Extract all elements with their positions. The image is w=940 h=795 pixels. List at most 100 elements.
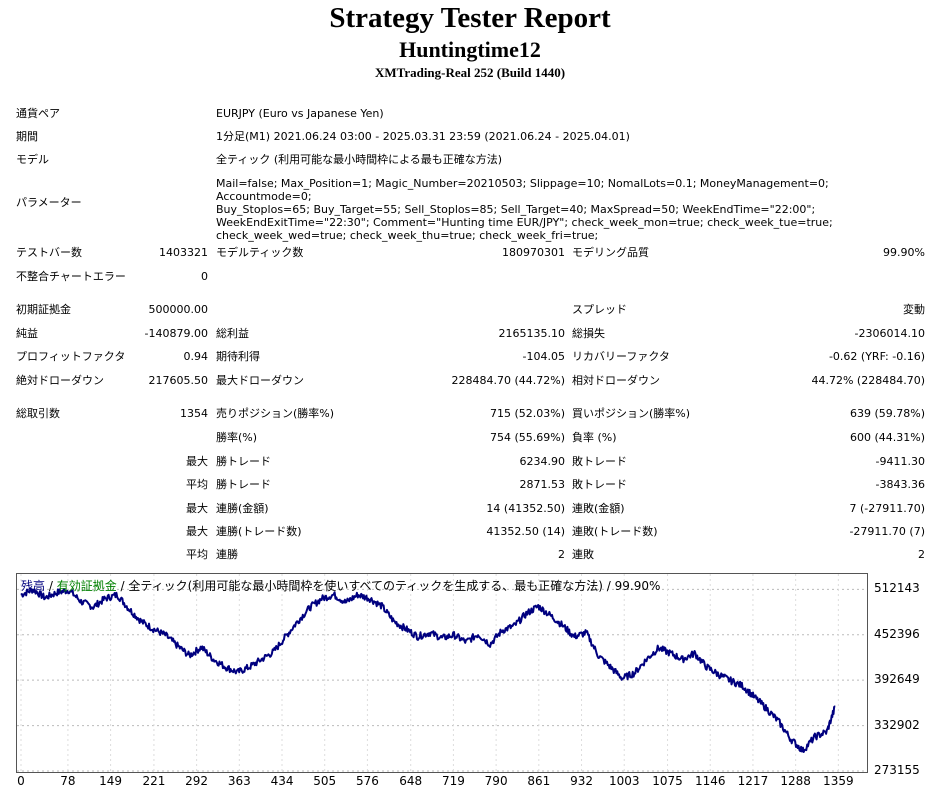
params-line: Buy_Stoplos=65; Buy_Target=55; Sell_Stop… xyxy=(216,203,816,216)
quality-label: モデリング品質 xyxy=(572,246,649,259)
gross-profit-label: 総利益 xyxy=(216,327,249,340)
avg-win-value: 2871.53 xyxy=(519,478,566,491)
legend-description: / 全ティック(利用可能な最小時間枠を使いすべてのティックを生成する、最も正確な… xyxy=(116,579,661,593)
ea-name: Huntingtime12 xyxy=(399,37,541,62)
payoff-value: -104.05 xyxy=(522,350,565,363)
consec-loss-amt-label: 連敗(金額) xyxy=(572,502,625,515)
legend-balance: 残高 xyxy=(21,579,46,593)
report-title: Strategy Tester Report xyxy=(329,2,611,34)
params-line: WeekEndExitTime="22:30"; Comment="Huntin… xyxy=(216,216,833,229)
ticks-value: 180970301 xyxy=(502,246,565,259)
mismatch-label: 不整合チャートエラー xyxy=(16,270,126,283)
qualifier-max: 最大 xyxy=(186,502,208,515)
x-tick-label: 292 xyxy=(185,774,209,788)
chart-legend: 残高 / 有効証拠金 / 全ティック(利用可能な最小時間枠を使いすべてのティック… xyxy=(21,577,660,594)
consec-win-amt-value: 14 (41352.50) xyxy=(486,502,565,515)
params-label: パラメーター xyxy=(16,196,82,209)
x-tick-label: 363 xyxy=(227,774,251,788)
trades-value: 1354 xyxy=(180,407,208,420)
consec-loss-cnt-value: -27911.70 (7) xyxy=(849,525,925,538)
consec-win-cnt-label: 連勝(トレード数) xyxy=(216,525,302,538)
x-tick-label: 1146 xyxy=(694,774,726,788)
x-tick-label: 78 xyxy=(60,774,76,788)
symbol-value: EURJPY (Euro vs Japanese Yen) xyxy=(216,107,384,120)
model-label: モデル xyxy=(16,153,49,166)
pf-value: 0.94 xyxy=(183,350,209,363)
avg-consec-loss-value: 2 xyxy=(918,548,925,561)
ticks-label: モデルティック数 xyxy=(216,246,304,259)
x-tick-label: 1217 xyxy=(737,774,769,788)
x-tick-label: 1003 xyxy=(608,774,640,788)
y-tick-label: 332902 xyxy=(874,717,920,732)
consec-win-amt-label: 連勝(金額) xyxy=(216,502,269,515)
avg-consec-win-label: 連勝 xyxy=(216,548,238,561)
largest-win-label: 勝トレード xyxy=(216,455,271,468)
period-value: 1分足(M1) 2021.06.24 03:00 - 2025.03.31 23… xyxy=(216,130,630,143)
legend-separator: / xyxy=(45,579,57,593)
gross-profit-value: 2165135.10 xyxy=(498,327,565,340)
avg-loss-label: 敗トレード xyxy=(572,478,627,491)
balance-chart-svg xyxy=(17,574,867,772)
net-value: -140879.00 xyxy=(144,327,208,340)
max-dd-label: 最大ドローダウン xyxy=(216,374,304,387)
pf-label: プロフィットファクタ xyxy=(16,350,126,363)
x-tick-label: 1288 xyxy=(780,774,811,788)
mismatch-value: 0 xyxy=(201,270,208,283)
rel-dd-label: 相対ドローダウン xyxy=(572,374,660,387)
lossrate-label: 負率 (%) xyxy=(572,431,617,444)
winrate-label: 勝率(%) xyxy=(216,431,258,444)
quality-value: 99.90% xyxy=(883,246,925,259)
symbol-label: 通貨ペア xyxy=(16,107,60,120)
short-value: 715 (52.03%) xyxy=(489,407,565,420)
account-info: XMTrading-Real 252 (Build 1440) xyxy=(374,65,566,80)
model-value: 全ティック (利用可能な最小時間枠による最も正確な方法) xyxy=(216,153,503,166)
winrate-value: 754 (55.69%) xyxy=(489,431,565,444)
net-label: 純益 xyxy=(16,327,38,340)
x-tick-label: 648 xyxy=(399,774,423,788)
balance-line xyxy=(20,587,836,753)
params-value: Mail=false; Max_Position=1; Magic_Number… xyxy=(216,177,916,242)
avg-consec-loss-label: 連敗 xyxy=(572,548,594,561)
bars-label: テストバー数 xyxy=(16,246,82,259)
recovery-label: リカバリーファクタ xyxy=(572,350,670,363)
gross-loss-label: 総損失 xyxy=(572,327,605,340)
consec-loss-amt-value: 7 (-27911.70) xyxy=(849,502,925,515)
gross-loss-value: -2306014.10 xyxy=(854,327,925,340)
lossrate-value: 600 (44.31%) xyxy=(849,431,925,444)
largest-loss-label: 敗トレード xyxy=(572,455,627,468)
recovery-value: -0.62 (YRF: -0.16) xyxy=(828,350,925,363)
qualifier-avg: 平均 xyxy=(186,478,208,491)
rel-dd-value: 44.72% (228484.70) xyxy=(811,374,925,387)
x-tick-label: 861 xyxy=(527,774,551,788)
x-tick-label: 1075 xyxy=(652,774,683,788)
x-tick-label: 576 xyxy=(355,774,379,788)
abs-dd-label: 絶対ドローダウン xyxy=(16,374,104,387)
spread-label: スプレッド xyxy=(572,303,627,316)
legend-equity: 有効証拠金 xyxy=(56,579,117,593)
x-tick-label: 434 xyxy=(270,774,294,788)
consec-loss-cnt-label: 連敗(トレード数) xyxy=(572,525,658,538)
x-tick-label: 505 xyxy=(313,774,337,788)
params-line: check_week_wed=true; check_week_thu=true… xyxy=(216,229,599,242)
spread-value: 変動 xyxy=(903,303,925,316)
avg-loss-value: -3843.36 xyxy=(875,478,925,491)
period-label: 期間 xyxy=(16,130,38,143)
long-label: 買いポジション(勝率%) xyxy=(572,407,691,420)
largest-win-value: 6234.90 xyxy=(519,455,566,468)
y-tick-label: 392649 xyxy=(874,672,920,687)
short-label: 売りポジション(勝率%) xyxy=(216,407,335,420)
x-tick-label: 719 xyxy=(441,774,465,788)
x-tick-label: 932 xyxy=(570,774,593,788)
x-tick-label: 149 xyxy=(99,774,123,788)
qualifier-avg: 平均 xyxy=(186,548,208,561)
balance-chart: 残高 / 有効証拠金 / 全ティック(利用可能な最小時間枠を使いすべてのティック… xyxy=(16,573,868,773)
avg-consec-win-value: 2 xyxy=(558,548,565,561)
y-tick-label: 452396 xyxy=(874,626,920,641)
qualifier-max: 最大 xyxy=(186,525,208,538)
x-tick-label: 221 xyxy=(142,774,166,788)
qualifier-max: 最大 xyxy=(186,455,208,468)
largest-loss-value: -9411.30 xyxy=(875,455,925,468)
avg-win-label: 勝トレード xyxy=(216,478,271,491)
long-value: 639 (59.78%) xyxy=(849,407,925,420)
bars-value: 1403321 xyxy=(159,246,208,259)
